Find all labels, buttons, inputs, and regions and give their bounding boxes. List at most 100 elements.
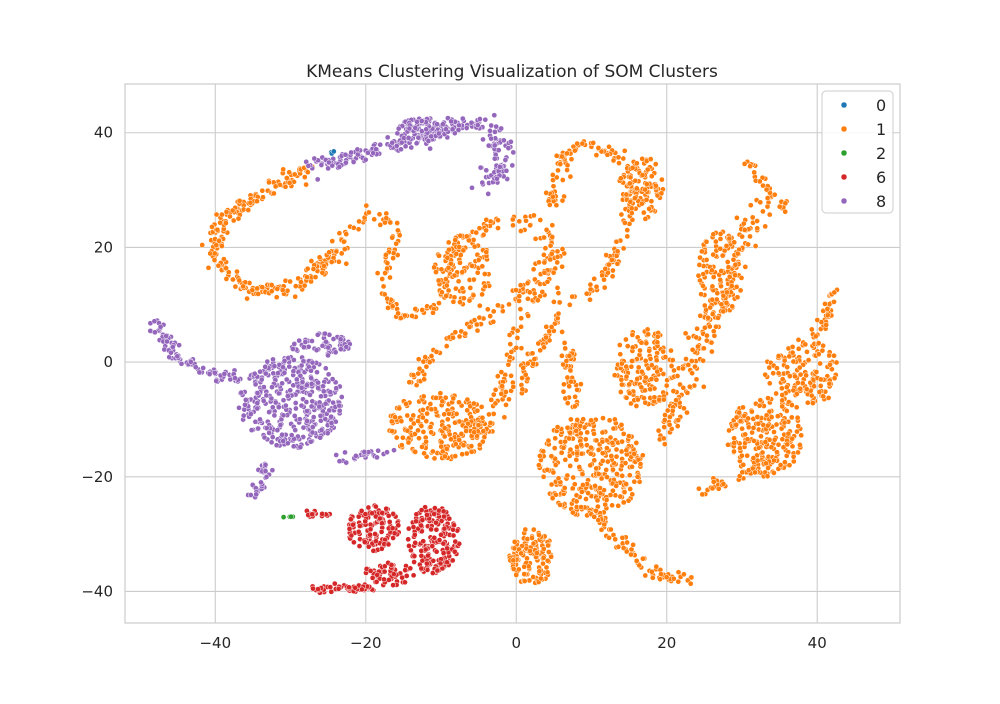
- data-point: [453, 251, 460, 257]
- data-point: [632, 177, 639, 184]
- data-point: [637, 347, 643, 354]
- data-point: [759, 449, 766, 456]
- data-point: [384, 449, 390, 456]
- data-point: [309, 424, 316, 430]
- data-point: [443, 293, 449, 299]
- data-point: [553, 152, 560, 159]
- data-point: [639, 172, 646, 178]
- x-tick-label: 40: [808, 634, 827, 652]
- data-point: [452, 441, 459, 447]
- data-point: [459, 269, 466, 275]
- data-point: [418, 552, 425, 559]
- x-tick-label: −20: [350, 634, 382, 652]
- data-point: [561, 485, 568, 491]
- data-point: [574, 386, 580, 393]
- data-point: [649, 574, 656, 581]
- data-point: [291, 341, 298, 347]
- data-point: [431, 455, 438, 462]
- data-point: [783, 452, 790, 459]
- data-point: [298, 384, 305, 391]
- data-point: [550, 193, 556, 200]
- data-point: [745, 241, 751, 248]
- data-point: [418, 565, 425, 572]
- data-point: [350, 224, 357, 231]
- data-point: [384, 265, 390, 272]
- data-point: [613, 238, 620, 245]
- data-point: [336, 164, 343, 170]
- data-point: [570, 474, 577, 481]
- data-point: [395, 522, 402, 529]
- data-point: [431, 534, 438, 541]
- data-point: [314, 369, 320, 376]
- data-point: [178, 360, 185, 367]
- data-point: [485, 142, 492, 149]
- data-point: [619, 381, 625, 388]
- data-point: [450, 395, 457, 402]
- data-point: [269, 434, 276, 440]
- data-point: [627, 486, 634, 492]
- data-point: [297, 444, 304, 451]
- data-point: [674, 373, 681, 379]
- data-point: [704, 332, 710, 339]
- data-point: [261, 384, 267, 390]
- data-point: [548, 250, 555, 257]
- data-point: [619, 472, 626, 479]
- data-point: [541, 269, 548, 276]
- data-point: [501, 414, 508, 421]
- data-point: [698, 291, 704, 298]
- data-point: [325, 352, 331, 359]
- data-point: [626, 220, 633, 227]
- data-point: [709, 485, 716, 492]
- data-point: [719, 252, 726, 259]
- data-point: [396, 405, 403, 412]
- data-point: [275, 404, 282, 411]
- data-point: [322, 365, 329, 372]
- data-point: [456, 122, 462, 129]
- data-point: [292, 283, 299, 289]
- data-point: [420, 393, 427, 400]
- data-point: [571, 403, 578, 410]
- data-point: [378, 529, 385, 535]
- data-point: [442, 394, 449, 401]
- data-point: [640, 209, 647, 216]
- data-point: [551, 299, 557, 305]
- data-point: [464, 407, 471, 414]
- data-point: [376, 211, 383, 218]
- data-point: [490, 411, 497, 417]
- data-point: [398, 418, 405, 425]
- data-point: [615, 154, 622, 161]
- data-point: [283, 175, 290, 181]
- data-point: [713, 323, 719, 330]
- data-point: [599, 438, 606, 445]
- data-point: [647, 355, 654, 362]
- data-point: [516, 298, 522, 304]
- data-point: [618, 360, 625, 367]
- data-point: [214, 226, 221, 233]
- data-point: [795, 449, 801, 456]
- data-point: [263, 474, 270, 480]
- data-point: [418, 118, 425, 124]
- data-point: [603, 467, 610, 473]
- data-point: [390, 535, 396, 541]
- data-point: [420, 429, 427, 435]
- data-point: [343, 260, 350, 267]
- data-point: [731, 440, 738, 446]
- data-point: [610, 487, 616, 494]
- data-point: [412, 125, 419, 131]
- data-point: [629, 344, 636, 351]
- data-point: [307, 392, 313, 398]
- data-point: [255, 291, 262, 297]
- data-point: [519, 375, 525, 381]
- data-point: [216, 237, 222, 244]
- data-point: [514, 327, 521, 334]
- data-point: [626, 433, 632, 439]
- data-point: [474, 327, 481, 334]
- data-point: [508, 138, 514, 145]
- data-point: [365, 149, 371, 156]
- data-point: [531, 356, 538, 362]
- data-point: [421, 450, 427, 457]
- data-point: [537, 217, 544, 223]
- data-point: [359, 586, 365, 593]
- data-point: [658, 190, 665, 197]
- data-point: [449, 126, 456, 133]
